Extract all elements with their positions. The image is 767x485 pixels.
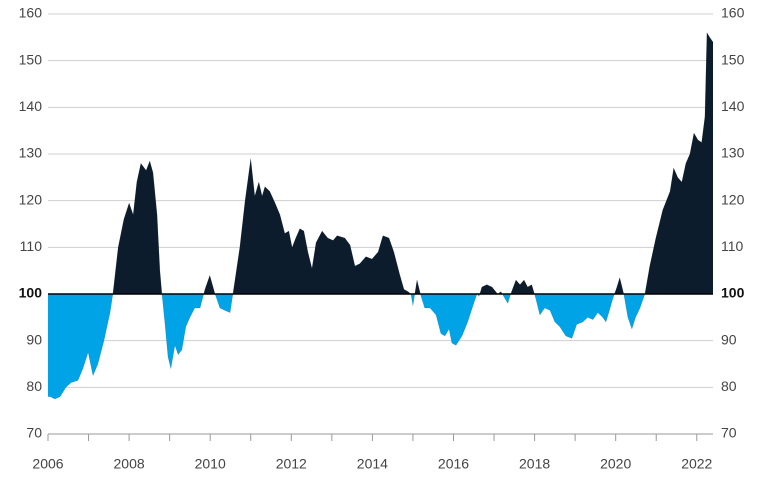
y-tick-label: 140 — [19, 98, 43, 114]
y-tick-label: 100 — [19, 285, 43, 301]
y-tick-label: 70 — [26, 425, 42, 441]
x-tick-label: 2010 — [195, 456, 226, 472]
y-tick-label: 130 — [19, 145, 43, 161]
area-above — [48, 32, 713, 294]
y-tick-label: 160 — [19, 5, 43, 21]
y2-tick-label: 120 — [721, 191, 745, 207]
x-tick-label: 2018 — [519, 456, 550, 472]
y2-tick-label: 140 — [721, 98, 745, 114]
y2-tick-label: 130 — [721, 145, 745, 161]
area-below — [48, 294, 713, 399]
x-tick-label: 2012 — [276, 456, 307, 472]
y-tick-label: 90 — [26, 331, 42, 347]
y-tick-label: 110 — [20, 238, 43, 254]
x-tick-label: 2006 — [32, 456, 63, 472]
x-tick-label: 2020 — [600, 456, 631, 472]
y-tick-label: 150 — [19, 51, 43, 67]
x-tick-label: 2014 — [357, 456, 388, 472]
y-tick-label: 80 — [26, 378, 42, 394]
y2-tick-label: 160 — [721, 5, 745, 21]
y-tick-label: 120 — [19, 191, 43, 207]
y2-tick-label: 80 — [721, 378, 737, 394]
y2-tick-label: 110 — [721, 238, 744, 254]
x-tick-label: 2008 — [114, 456, 145, 472]
x-tick-label: 2016 — [438, 456, 469, 472]
y2-tick-label: 100 — [721, 285, 745, 301]
y2-tick-label: 70 — [721, 425, 737, 441]
y2-tick-label: 150 — [721, 51, 745, 67]
y2-tick-label: 90 — [721, 331, 737, 347]
x-tick-label: 2022 — [681, 456, 712, 472]
series-line — [48, 31, 714, 400]
